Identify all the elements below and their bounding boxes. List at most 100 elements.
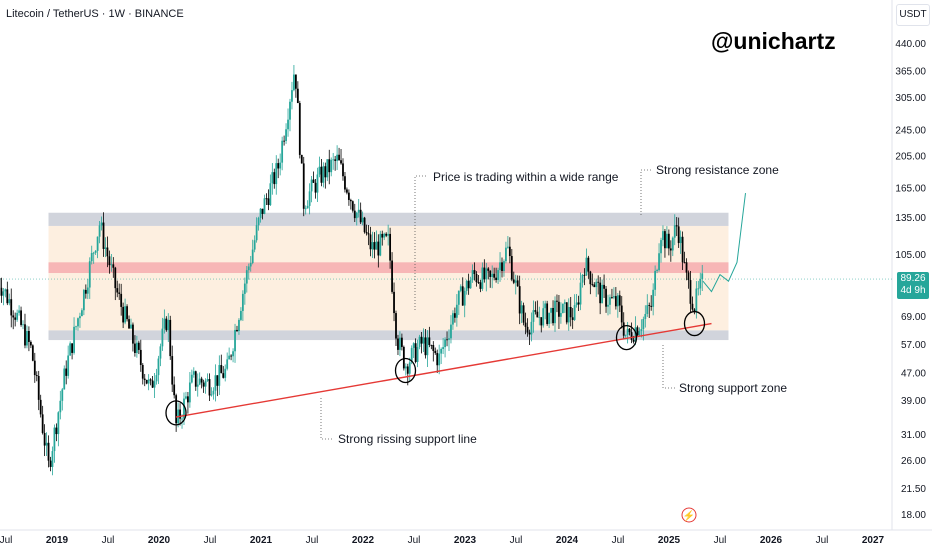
candle-body xyxy=(185,396,187,399)
candle-body xyxy=(112,264,115,268)
candle-body xyxy=(61,389,64,401)
candle-body xyxy=(326,159,329,178)
x-tick-label: 2024 xyxy=(556,535,579,546)
y-tick-label: 440.00 xyxy=(895,39,926,50)
currency-button[interactable]: USDT xyxy=(896,4,930,26)
y-tick-label: 305.00 xyxy=(895,93,926,104)
candle-body xyxy=(522,305,525,323)
candle-body xyxy=(638,331,641,336)
candle-body xyxy=(134,343,136,353)
candle-body xyxy=(122,306,125,323)
candle-body xyxy=(701,273,704,280)
candle-body xyxy=(569,306,572,318)
candle-body xyxy=(37,376,40,400)
candle-body xyxy=(116,288,119,293)
candle-body xyxy=(658,253,660,271)
candle-body xyxy=(675,225,678,227)
candle-body xyxy=(618,295,621,306)
candle-body xyxy=(63,368,66,390)
candle-body xyxy=(667,233,670,249)
candle-body xyxy=(59,400,62,413)
candle-body xyxy=(371,242,374,250)
candle-body xyxy=(342,163,344,177)
candle-body xyxy=(20,310,22,325)
candle-body xyxy=(81,310,83,317)
candle-body xyxy=(296,88,299,104)
candle-body xyxy=(161,328,164,347)
candle-body xyxy=(679,236,682,244)
candle-body xyxy=(206,379,209,381)
x-tick-label: 2023 xyxy=(454,535,477,546)
candle-body xyxy=(0,287,3,296)
candle-body xyxy=(183,398,185,419)
candle-body xyxy=(418,336,421,348)
y-tick-label: 69.00 xyxy=(901,312,926,323)
candle-body xyxy=(100,222,103,226)
candle-body xyxy=(298,103,301,155)
candle-body xyxy=(514,280,517,283)
candle-body xyxy=(554,300,556,324)
candle-body xyxy=(379,233,382,256)
candle-body xyxy=(469,280,472,289)
candle-body xyxy=(200,378,203,383)
candle-body xyxy=(247,266,250,271)
candle-body xyxy=(79,316,81,319)
candle-body xyxy=(365,232,368,234)
candle-body xyxy=(137,342,140,350)
candle-body xyxy=(430,344,433,346)
candle-body xyxy=(84,289,87,294)
candle-body xyxy=(124,306,126,323)
candle-body xyxy=(516,280,519,287)
candle-body xyxy=(69,343,72,356)
candle-body xyxy=(14,317,17,320)
candle-body xyxy=(369,234,372,250)
candle-body xyxy=(245,270,248,284)
candle-body xyxy=(428,337,431,345)
candle-body xyxy=(314,182,317,193)
x-tick-label: Jul xyxy=(510,535,523,546)
candle-body xyxy=(188,382,191,403)
candle-body xyxy=(442,347,445,349)
candle-body xyxy=(145,380,148,384)
candle-body xyxy=(141,364,144,379)
candle-body xyxy=(126,306,128,320)
rising-support-line xyxy=(175,322,712,418)
support-zone-connector xyxy=(662,345,675,389)
candle-body xyxy=(493,273,496,278)
candle-body xyxy=(306,205,309,209)
candle-body xyxy=(503,261,505,271)
candle-body xyxy=(359,209,362,223)
candle-body xyxy=(577,302,580,305)
candle-body xyxy=(605,288,607,307)
candle-body xyxy=(546,303,549,324)
candle-body xyxy=(210,394,213,396)
candle-body xyxy=(528,332,531,335)
candle-body xyxy=(399,337,401,350)
candle-body xyxy=(320,166,323,183)
candle-body xyxy=(544,303,547,309)
candle-body xyxy=(344,176,346,190)
candle-body xyxy=(453,313,456,318)
candle-body xyxy=(253,240,256,250)
candle-body xyxy=(143,378,146,381)
lightning-icon: ⚡ xyxy=(683,509,695,522)
candle-body xyxy=(196,384,199,387)
candle-body xyxy=(485,268,488,280)
y-tick-label: 165.00 xyxy=(895,184,926,195)
candle-body xyxy=(49,460,52,467)
candle-body xyxy=(285,129,287,142)
candle-body xyxy=(589,271,592,285)
candle-body xyxy=(660,240,662,254)
touch-circle-2 xyxy=(394,357,417,384)
candle-body xyxy=(71,343,73,353)
candle-body xyxy=(426,337,429,356)
candle-body xyxy=(636,327,639,336)
candle-body xyxy=(561,303,564,314)
candle-body xyxy=(620,305,623,323)
candle-body xyxy=(422,337,425,344)
candle-body xyxy=(251,249,254,264)
y-tick-label: 47.00 xyxy=(901,369,926,380)
candle-body xyxy=(110,264,113,266)
candle-body xyxy=(512,279,515,283)
